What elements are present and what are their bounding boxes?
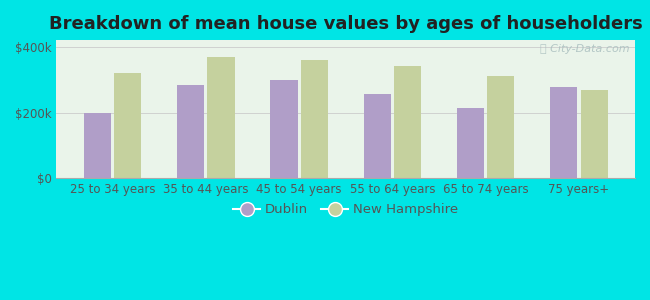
Bar	[363, 94, 391, 178]
Bar	[580, 89, 608, 178]
Bar	[488, 76, 515, 178]
Bar	[394, 67, 421, 178]
Bar	[270, 80, 298, 178]
Legend: Dublin, New Hampshire: Dublin, New Hampshire	[228, 198, 463, 222]
Bar	[551, 87, 577, 178]
Bar	[207, 57, 235, 178]
Bar	[177, 85, 204, 178]
Bar	[301, 60, 328, 178]
Text: ⓘ City-Data.com: ⓘ City-Data.com	[540, 44, 629, 54]
Bar	[114, 73, 141, 178]
Title: Breakdown of mean house values by ages of householders: Breakdown of mean house values by ages o…	[49, 15, 643, 33]
Bar	[84, 112, 111, 178]
Bar	[457, 108, 484, 178]
